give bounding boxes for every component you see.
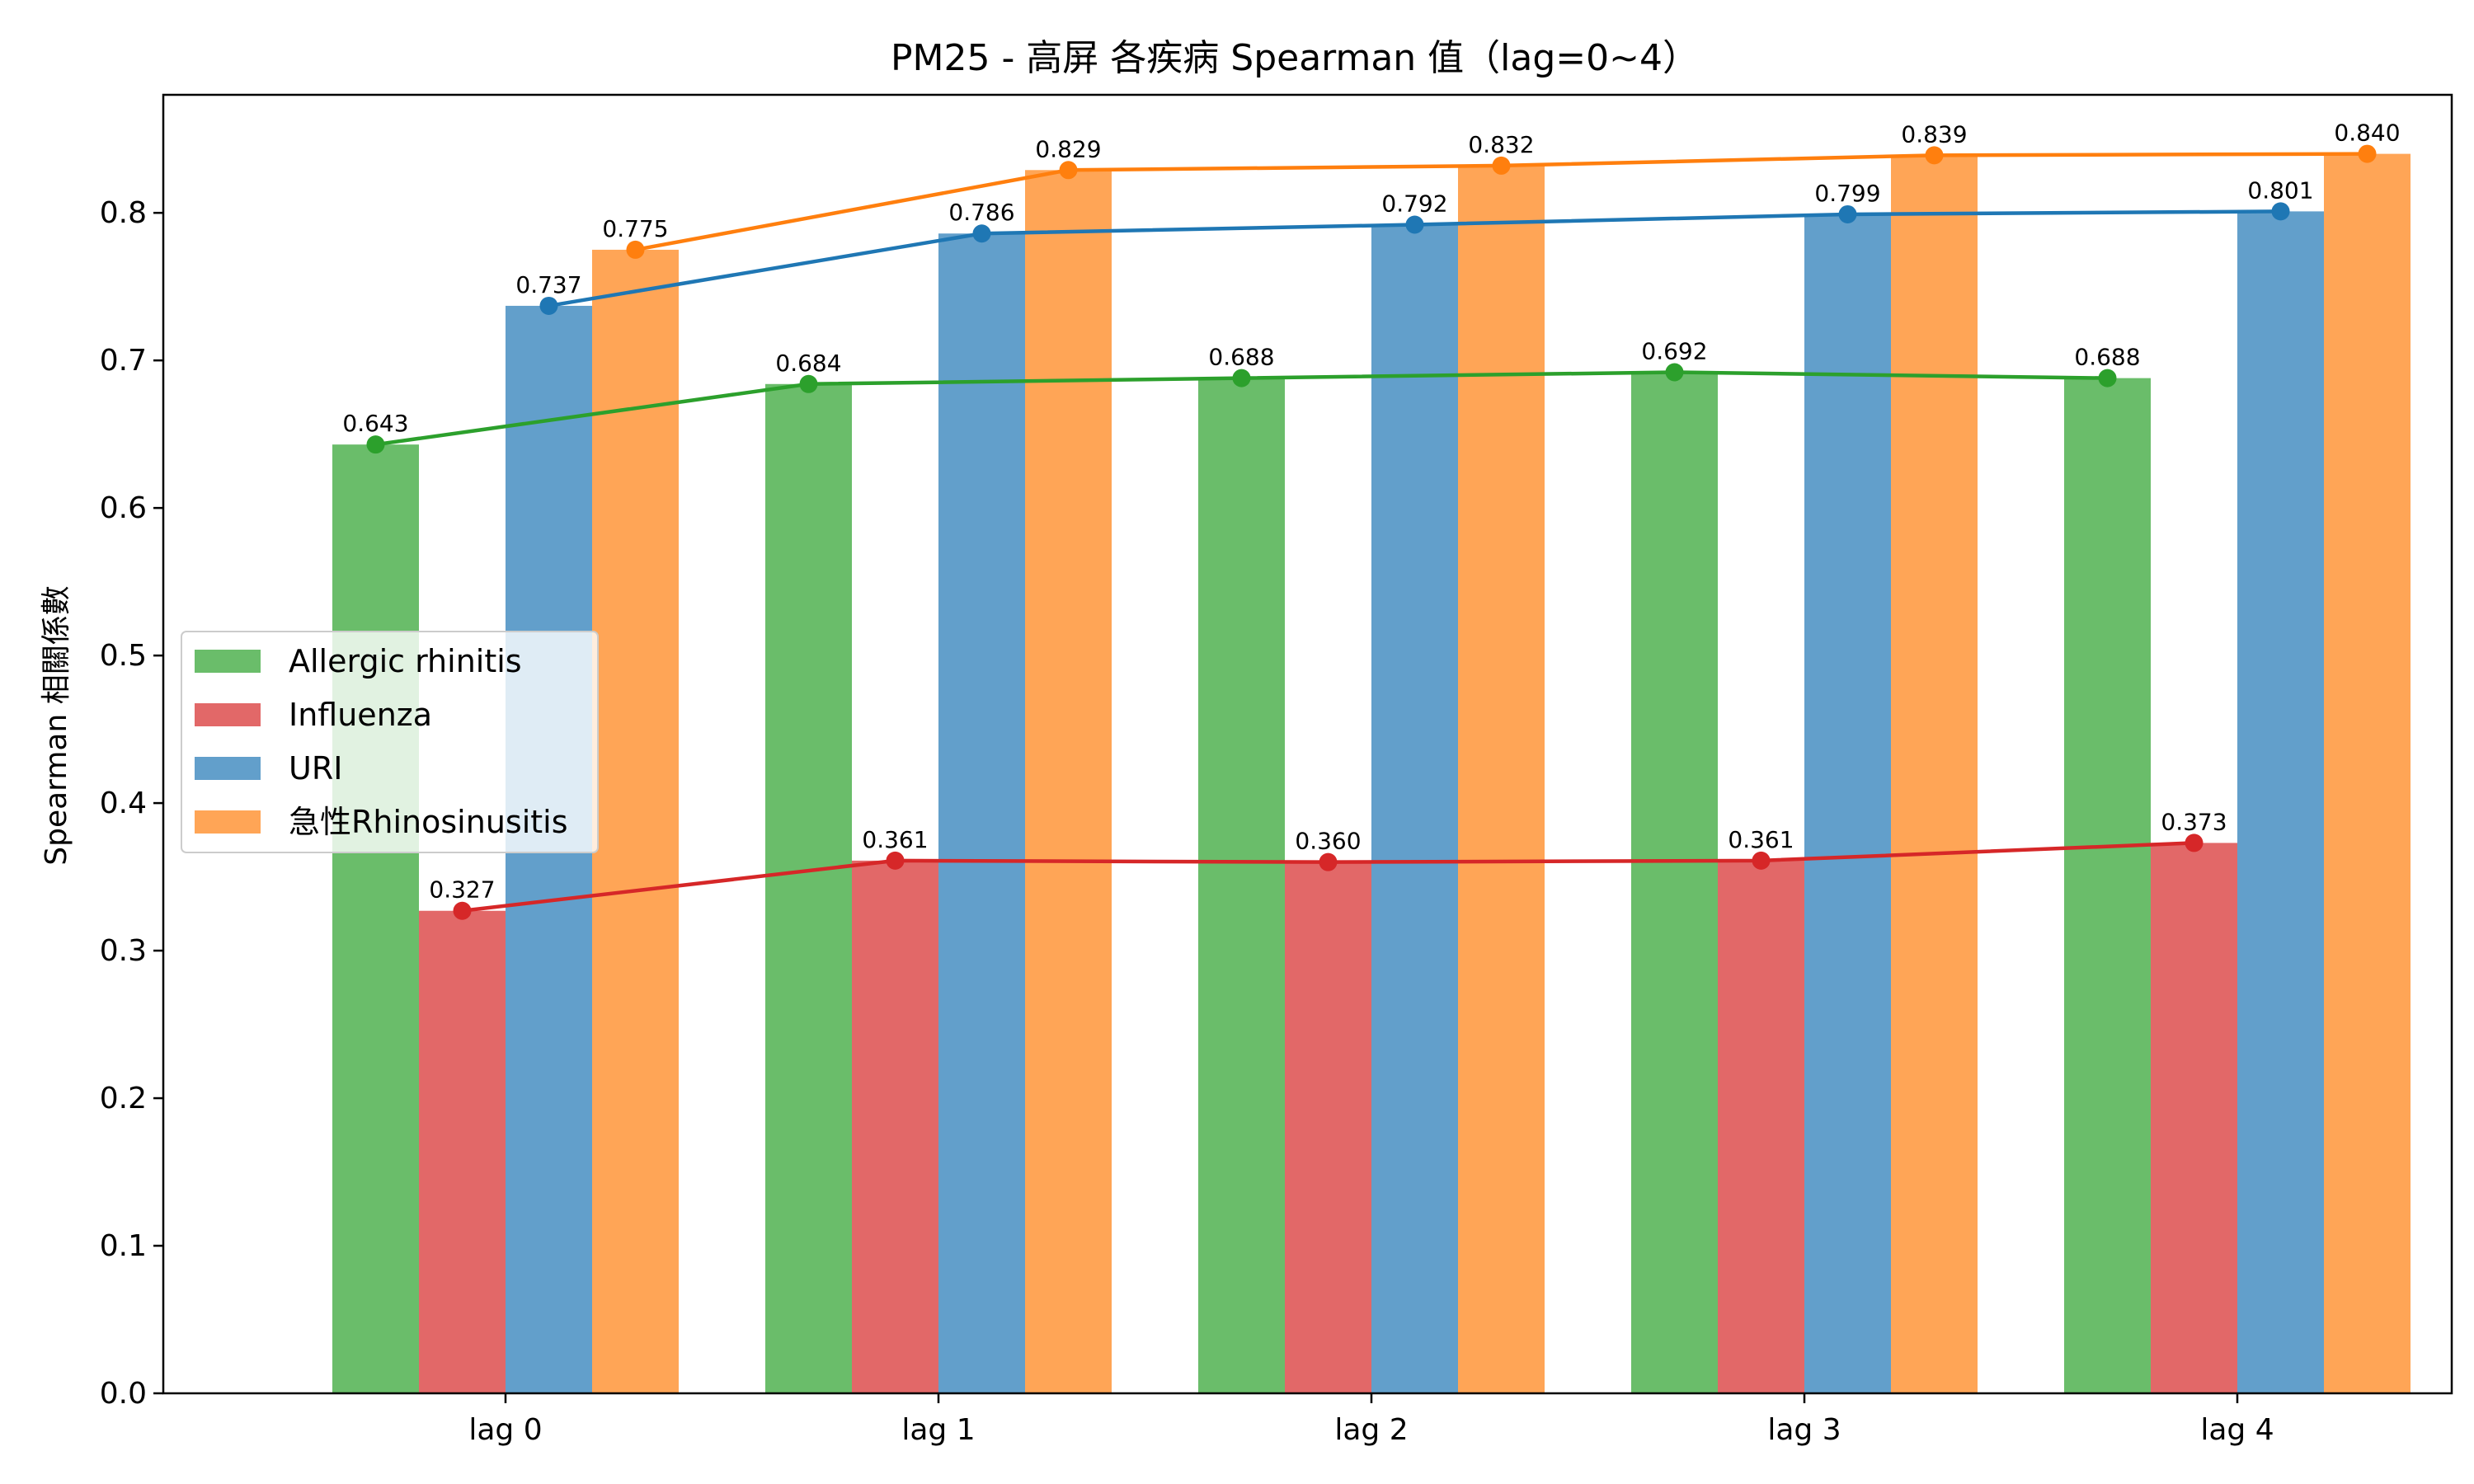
data-label: 0.799 [1814,180,1880,207]
bar [2064,378,2151,1393]
series-marker [539,296,558,315]
series-marker [799,374,818,393]
series-marker [366,435,385,454]
y-tick-label: 0.4 [100,787,147,820]
data-label: 0.839 [1901,120,1967,148]
bar [1371,224,1458,1393]
series-marker [2358,144,2377,163]
bar [765,383,852,1394]
data-label: 0.688 [2074,344,2140,371]
bar [1891,155,1978,1394]
series-marker [1752,851,1771,870]
bar [2151,843,2237,1393]
legend-box [181,631,599,853]
legend-label: 急性Rhinosinusitis [289,804,568,840]
legend-swatch [195,757,261,780]
series-marker [626,240,645,259]
data-label: 0.737 [515,271,581,298]
series-marker [2185,834,2204,852]
series-marker [453,901,472,920]
legend-swatch [195,810,261,834]
bars-layer [332,153,2411,1394]
bar [1718,860,1804,1393]
bar [332,444,419,1393]
series-marker [2271,202,2290,221]
axes-layer: 0.0 0.1 0.2 0.3 0.4 0.5 0.6 0.7 0.8 lag 0 lag 1 lag… [100,93,2453,1447]
data-label: 0.327 [429,876,495,904]
series-marker [1925,146,1944,165]
data-label: 0.361 [1728,826,1794,853]
series-marker [1232,369,1251,387]
legend-swatch [195,650,261,673]
data-labels-layer: 0.643 0.684 0.688 0.692 0.688 0.327 0.361 0.360… [342,120,2400,904]
series-marker [1405,215,1424,234]
y-tick-label: 0.7 [100,344,147,378]
bar [938,233,1025,1393]
x-tick-label: lag 2 [1334,1413,1408,1447]
data-label: 0.361 [862,826,928,853]
bar [419,910,506,1393]
series-marker [972,224,991,243]
data-label: 0.840 [2334,120,2400,147]
data-label: 0.832 [1468,131,1534,158]
data-label: 0.688 [1208,344,1274,371]
legend-label: URI [289,750,342,787]
bar [1025,170,1112,1393]
data-label: 0.373 [2161,808,2227,835]
x-tick-label: lag 1 [901,1413,975,1447]
x-tick-label: lag 4 [2200,1413,2274,1447]
y-tick-label: 0.2 [100,1082,147,1115]
legend-label: Allergic rhinitis [289,643,522,679]
y-axis-label: Spearman 相關係數 [40,585,73,865]
plot-frame [162,93,2453,1395]
bar [852,860,938,1393]
series-marker [1665,363,1684,382]
data-label: 0.792 [1381,190,1447,218]
series-marker [1319,852,1338,871]
legend-swatch [195,703,261,726]
series-marker [1838,204,1857,223]
bar [1804,214,1891,1394]
bar [2324,153,2411,1393]
bar [1631,372,1718,1393]
y-tick-label: 0.0 [100,1377,147,1411]
series-marker [2098,369,2117,387]
y-tick-label: 0.8 [100,196,147,230]
data-label: 0.801 [2247,176,2313,204]
x-tick-label: lag 0 [468,1413,542,1447]
bar [2237,211,2324,1393]
lines-layer [366,144,2377,920]
data-label: 0.643 [342,410,408,437]
series-marker [1059,161,1078,180]
y-tick-label: 0.5 [100,639,147,673]
y-tick-label: 0.1 [100,1229,147,1263]
legend: Allergic rhinitis Influenza URI 急性Rhinosinu… [181,631,599,853]
bar [592,249,679,1393]
chart-title: PM25 - 高屏 各疾病 Spearman 值（lag=0~4） [891,37,1699,79]
data-label: 0.684 [775,350,841,377]
x-tick-label: lag 3 [1767,1413,1841,1447]
y-tick-label: 0.6 [100,491,147,525]
data-label: 0.786 [948,199,1014,226]
data-label: 0.692 [1641,337,1707,364]
bar [1285,862,1371,1393]
bar [1458,165,1545,1394]
bar [1198,378,1285,1393]
data-label: 0.360 [1295,828,1361,855]
data-label: 0.829 [1035,135,1101,162]
data-label: 0.775 [602,215,668,242]
legend-label: Influenza [289,697,432,733]
series-marker [886,851,905,870]
series-marker [1492,156,1511,175]
y-tick-label: 0.3 [100,934,147,968]
